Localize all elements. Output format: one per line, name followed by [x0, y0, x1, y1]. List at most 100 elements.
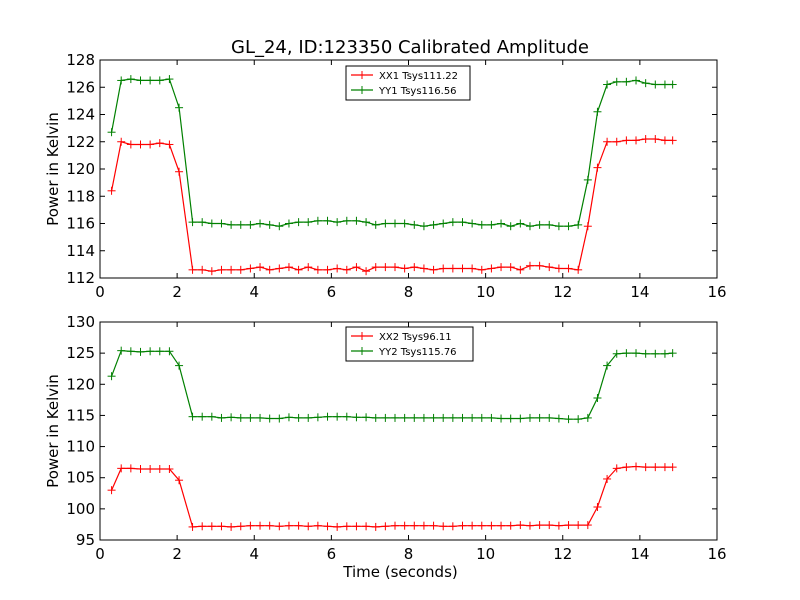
data-point: [198, 265, 207, 274]
data-point: [217, 413, 226, 422]
data-point: [175, 103, 184, 112]
x-tick-label: 2: [172, 283, 182, 301]
data-point: [564, 521, 573, 530]
data-point: [352, 413, 361, 422]
data-point: [545, 413, 554, 422]
data-point: [612, 137, 621, 146]
data-point: [323, 522, 332, 531]
data-point: [265, 265, 274, 274]
y-tick-label: 100: [66, 500, 95, 518]
data-point: [603, 137, 612, 146]
data-point: [362, 522, 371, 531]
data-point: [371, 220, 380, 229]
data-point: [477, 413, 486, 422]
data-point: [487, 413, 496, 422]
data-point: [583, 521, 592, 530]
data-point: [246, 264, 255, 273]
data-point: [381, 263, 390, 272]
data-point: [236, 220, 245, 229]
data-point: [313, 265, 322, 274]
data-point: [535, 220, 544, 229]
x-tick-label: 4: [249, 545, 259, 563]
series-1: [107, 462, 677, 531]
data-point: [535, 261, 544, 270]
data-point: [622, 77, 631, 86]
data-point: [304, 263, 313, 272]
data-point: [136, 347, 145, 356]
data-point: [342, 216, 351, 225]
data-point: [227, 413, 236, 422]
data-point: [323, 216, 332, 225]
data-point: [593, 107, 602, 116]
legend-marker: [358, 86, 366, 94]
data-point: [564, 264, 573, 273]
data-point: [207, 522, 216, 531]
y-tick-label: 125: [66, 344, 95, 362]
data-point: [439, 413, 448, 422]
data-point: [458, 264, 467, 273]
data-point: [146, 76, 155, 85]
data-point: [146, 140, 155, 149]
data-point: [574, 521, 583, 530]
x-tick-label: 10: [476, 545, 495, 563]
data-point: [275, 264, 284, 273]
y-tick-label: 95: [76, 531, 95, 549]
data-point: [146, 347, 155, 356]
data-point: [333, 412, 342, 421]
data-point: [352, 216, 361, 225]
data-point: [165, 140, 174, 149]
data-point: [429, 521, 438, 530]
data-point: [155, 464, 164, 473]
x-tick-label: 16: [707, 545, 726, 563]
data-point: [525, 261, 534, 270]
data-point: [198, 412, 207, 421]
data-point: [323, 265, 332, 274]
y-tick-label: 116: [66, 215, 95, 233]
data-point: [487, 264, 496, 273]
data-point: [313, 413, 322, 422]
data-point: [126, 347, 135, 356]
legend-marker: [358, 332, 366, 340]
data-point: [468, 521, 477, 530]
data-point: [400, 413, 409, 422]
data-point: [545, 521, 554, 530]
data-point: [323, 412, 332, 421]
data-point: [603, 474, 612, 483]
y-tick-label: 112: [66, 269, 95, 287]
data-point: [506, 414, 515, 423]
data-point: [429, 220, 438, 229]
data-point: [207, 412, 216, 421]
data-point: [554, 414, 563, 423]
data-point: [458, 521, 467, 530]
data-point: [107, 128, 116, 137]
data-point: [207, 219, 216, 228]
data-point: [612, 349, 621, 358]
data-point: [313, 521, 322, 530]
data-point: [660, 136, 669, 145]
data-point: [641, 79, 650, 88]
data-point: [155, 347, 164, 356]
data-point: [439, 219, 448, 228]
data-point: [362, 218, 371, 227]
data-point: [117, 464, 126, 473]
data-point: [342, 412, 351, 421]
data-point: [304, 413, 313, 422]
data-point: [381, 522, 390, 531]
data-point: [371, 263, 380, 272]
data-point: [236, 413, 245, 422]
data-point: [593, 502, 602, 511]
data-point: [155, 139, 164, 148]
y-tick-label: 120: [66, 375, 95, 393]
data-point: [236, 522, 245, 531]
data-point: [265, 521, 274, 530]
data-point: [175, 167, 184, 176]
data-point: [632, 76, 641, 85]
series-1: [107, 135, 677, 276]
data-point: [516, 219, 525, 228]
data-point: [641, 349, 650, 358]
y-tick-label: 118: [66, 187, 95, 205]
data-point: [246, 413, 255, 422]
data-point: [525, 521, 534, 530]
data-point: [284, 521, 293, 530]
data-point: [439, 264, 448, 273]
